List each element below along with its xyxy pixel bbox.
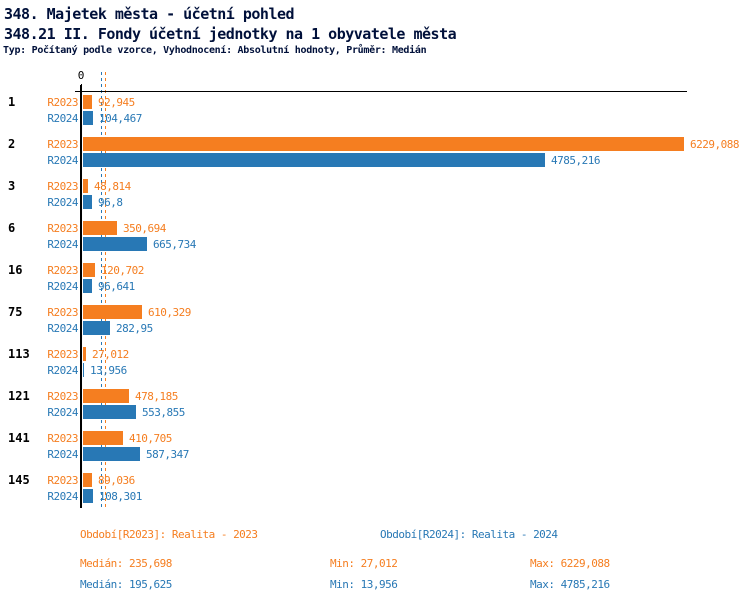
series-label-r2023: R2023 (47, 96, 78, 109)
series-label-r2023: R2023 (47, 306, 78, 319)
series-label-r2023: R2023 (47, 474, 78, 487)
category-label: 121 (8, 389, 30, 403)
value-label-r2023: 350,694 (123, 222, 166, 235)
value-label-r2023: 27,012 (92, 348, 129, 361)
value-label-r2024: 4785,216 (551, 154, 600, 167)
series-label-r2023: R2023 (47, 264, 78, 277)
value-label-r2023: 92,945 (98, 96, 135, 109)
median-line-r2023 (105, 72, 106, 508)
stat-min-r2023: Min: 27,012 (330, 557, 398, 570)
bar-r2024-2 (83, 153, 545, 167)
series-label-r2024: R2024 (47, 490, 78, 503)
category-label: 6 (8, 221, 16, 235)
category-label: 3 (8, 179, 16, 193)
series-label-r2023: R2023 (47, 138, 78, 151)
bar-r2023-16 (83, 263, 95, 277)
value-label-r2023: 120,702 (101, 264, 144, 277)
series-label-r2024: R2024 (47, 406, 78, 419)
bar-r2023-1 (83, 95, 92, 109)
stat-median-r2024: Medián: 195,625 (80, 578, 172, 591)
category-label: 1 (8, 95, 16, 109)
category-label: 2 (8, 137, 16, 151)
bar-r2023-6 (83, 221, 117, 235)
value-label-r2024: 13,956 (90, 364, 127, 377)
series-label-r2024: R2024 (47, 322, 78, 335)
series-label-r2023: R2023 (47, 348, 78, 361)
bar-r2023-3 (83, 179, 88, 193)
value-label-r2024: 553,855 (142, 406, 185, 419)
category-label: 75 (8, 305, 23, 319)
bar-r2024-145 (83, 489, 93, 503)
series-label-r2024: R2024 (47, 196, 78, 209)
value-label-r2023: 410,705 (129, 432, 172, 445)
bar-r2023-121 (83, 389, 129, 403)
series-label-r2024: R2024 (47, 112, 78, 125)
axis-zero-label: 0 (77, 69, 85, 82)
category-label: 113 (8, 347, 30, 361)
page-title: 348. Majetek města - účetní pohled (4, 5, 295, 23)
category-label: 16 (8, 263, 23, 277)
stat-max-r2023: Max: 6229,088 (530, 557, 610, 570)
chart-meta-line: Typ: Počítaný podle vzorce, Vyhodnocení:… (3, 45, 427, 56)
stat-median-r2023: Medián: 235,698 (80, 557, 172, 570)
stat-max-r2024: Max: 4785,216 (530, 578, 610, 591)
series-label-r2023: R2023 (47, 180, 78, 193)
axis-top-line (75, 91, 687, 92)
bar-r2024-3 (83, 195, 92, 209)
median-line-r2024 (101, 72, 102, 508)
series-label-r2024: R2024 (47, 448, 78, 461)
series-label-r2023: R2023 (47, 390, 78, 403)
value-label-r2024: 665,734 (153, 238, 196, 251)
axis-baseline (80, 85, 82, 508)
category-label: 145 (8, 473, 30, 487)
series-label-r2023: R2023 (47, 432, 78, 445)
bar-r2024-121 (83, 405, 136, 419)
bar-r2023-2 (83, 137, 684, 151)
value-label-r2023: 48,814 (94, 180, 131, 193)
legend-period-r2023: Období[R2023]: Realita - 2023 (80, 528, 258, 541)
value-label-r2023: 89,036 (98, 474, 135, 487)
value-label-r2024: 104,467 (99, 112, 142, 125)
legend-period-r2024: Období[R2024]: Realita - 2024 (380, 528, 558, 541)
category-label: 141 (8, 431, 30, 445)
page-subtitle: 348.21 II. Fondy účetní jednotky na 1 ob… (4, 25, 457, 43)
bar-r2024-75 (83, 321, 110, 335)
bar-r2024-113 (83, 363, 84, 377)
series-label-r2024: R2024 (47, 154, 78, 167)
bar-r2024-1 (83, 111, 93, 125)
value-label-r2024: 96,8 (98, 196, 123, 209)
bar-r2024-16 (83, 279, 92, 293)
bar-r2023-141 (83, 431, 123, 445)
value-label-r2023: 610,329 (148, 306, 191, 319)
value-label-r2023: 478,185 (135, 390, 178, 403)
value-label-r2024: 587,347 (146, 448, 189, 461)
bar-r2024-6 (83, 237, 147, 251)
value-label-r2024: 282,95 (116, 322, 153, 335)
bar-r2023-75 (83, 305, 142, 319)
bar-r2023-145 (83, 473, 92, 487)
series-label-r2023: R2023 (47, 222, 78, 235)
stat-min-r2024: Min: 13,956 (330, 578, 398, 591)
series-label-r2024: R2024 (47, 364, 78, 377)
value-label-r2024: 96,641 (98, 280, 135, 293)
series-label-r2024: R2024 (47, 280, 78, 293)
value-label-r2023: 6229,088 (690, 138, 739, 151)
series-label-r2024: R2024 (47, 238, 78, 251)
value-label-r2024: 108,301 (99, 490, 142, 503)
bar-r2024-141 (83, 447, 140, 461)
bar-r2023-113 (83, 347, 86, 361)
